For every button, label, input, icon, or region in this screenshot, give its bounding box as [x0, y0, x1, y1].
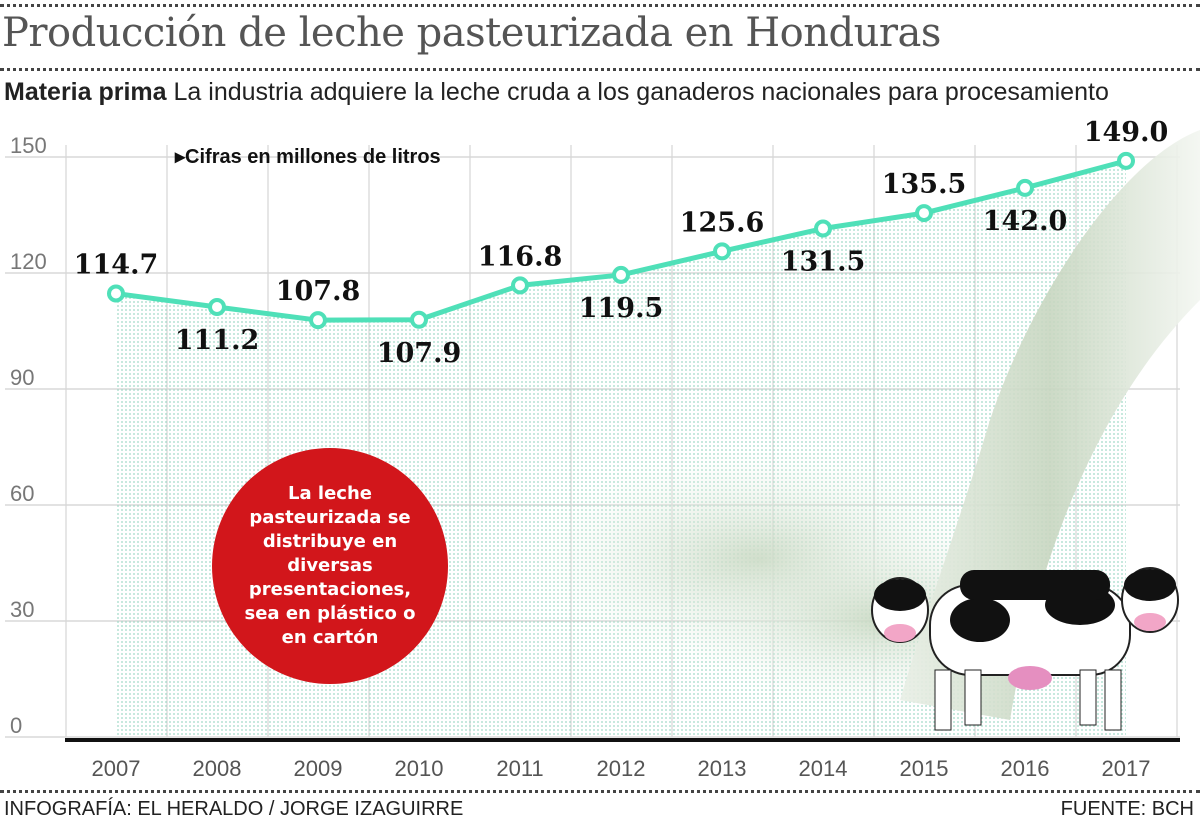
chart-subtitle: Materia prima La industria adquiere la l… [4, 78, 1109, 107]
x-tick-label: 2009 [294, 756, 343, 781]
data-label: 114.7 [74, 249, 159, 280]
x-tick-label: 2015 [900, 756, 949, 781]
data-point [511, 276, 529, 295]
top-divider [0, 4, 1200, 7]
y-tick-label: 0 [10, 713, 22, 738]
data-label: 125.6 [680, 207, 765, 238]
data-point [814, 219, 832, 238]
subtitle-text: La industria adquiere la leche cruda a l… [173, 78, 1109, 106]
callout-text: La leche pasteurizada se distribuye en d… [244, 483, 416, 648]
y-tick-label: 60 [10, 481, 34, 506]
data-label: 131.5 [781, 247, 866, 278]
data-point [612, 265, 630, 284]
y-tick-label: 150 [10, 133, 47, 158]
x-tick-label: 2010 [395, 756, 444, 781]
data-label: 111.2 [175, 325, 260, 356]
data-point [915, 204, 933, 223]
subtitle-bold: Materia prima [4, 78, 167, 106]
footer-divider [0, 790, 1200, 793]
x-tick-label: 2008 [193, 756, 242, 781]
data-label: 149.0 [1084, 117, 1169, 148]
x-tick-label: 2007 [92, 756, 141, 781]
x-tick-label: 2011 [496, 756, 543, 781]
data-label: 119.5 [579, 293, 664, 324]
source: FUENTE: BCH [1060, 798, 1194, 820]
data-point [107, 284, 125, 303]
y-tick-label: 30 [10, 597, 34, 622]
data-label: 135.5 [882, 169, 967, 200]
data-point [1016, 178, 1034, 197]
data-label: 116.8 [478, 241, 563, 272]
data-point [410, 310, 428, 329]
data-point [1117, 151, 1135, 170]
callout-circle: La leche pasteurizada se distribuye en d… [212, 448, 448, 684]
data-label: 107.8 [276, 276, 361, 307]
line-chart: 0 30 60 90 120 150 2007 2008 2009 2010 2011 2012 20… [5, 117, 1200, 781]
data-label: 107.9 [377, 338, 462, 369]
title-divider [0, 68, 1200, 71]
x-tick-label: 2016 [1001, 756, 1050, 781]
data-point [713, 242, 731, 261]
y-tick-label: 120 [10, 249, 47, 274]
x-tick-label: 2014 [799, 756, 848, 781]
x-tick-label: 2017 [1102, 756, 1151, 781]
data-point [309, 311, 327, 330]
data-point [208, 298, 226, 317]
credit: INFOGRAFÍA: EL HERALDO / JORGE IZAGUIRRE [4, 798, 464, 820]
x-tick-label: 2013 [698, 756, 747, 781]
cows-illustration [871, 567, 1179, 731]
y-tick-label: 90 [10, 365, 34, 390]
chart-title: Producción de leche pasteurizada en Hond… [2, 10, 941, 56]
x-tick-label: 2012 [597, 756, 646, 781]
data-label: 142.0 [983, 206, 1068, 237]
unit-note: ▸Cifras en millones de litros [174, 146, 441, 168]
